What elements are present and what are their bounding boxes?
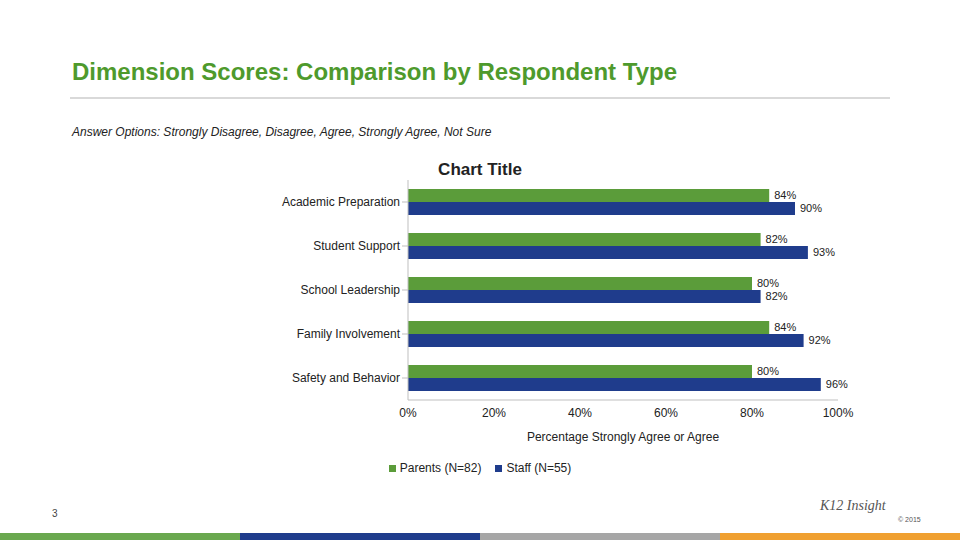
svg-text:100%: 100% bbox=[823, 406, 854, 420]
svg-text:80%: 80% bbox=[757, 277, 779, 289]
html-text:Dimension Scores: Comparison b: Dimension Scores: Comparison by Responde… bbox=[72, 58, 677, 85]
svg-text:Safety and Behavior: Safety and Behavior bbox=[292, 371, 400, 385]
svg-text:82%: 82% bbox=[766, 290, 788, 302]
svg-text:80%: 80% bbox=[740, 406, 764, 420]
svg-text:84%: 84% bbox=[774, 189, 796, 201]
svg-text:96%: 96% bbox=[826, 378, 848, 390]
svg-text:90%: 90% bbox=[800, 202, 822, 214]
html-text:© 2015: © 2015 bbox=[898, 516, 921, 523]
svg-text:82%: 82% bbox=[766, 233, 788, 245]
svg-text:20%: 20% bbox=[482, 406, 506, 420]
svg-text:Family Involvement: Family Involvement bbox=[297, 327, 401, 341]
html-text:3: 3 bbox=[52, 508, 58, 519]
html-text:Staff (N=55): Staff (N=55) bbox=[506, 461, 572, 475]
html-text:Answer Options: Strongly Disag: Answer Options: Strongly Disagree, Disag… bbox=[72, 125, 492, 139]
svg-text:80%: 80% bbox=[757, 365, 779, 377]
svg-text:93%: 93% bbox=[813, 246, 835, 258]
html-text:K12 Insight: K12 Insight bbox=[820, 498, 886, 513]
svg-text:60%: 60% bbox=[654, 406, 678, 420]
svg-text:Student Support: Student Support bbox=[313, 239, 400, 253]
html-text:Parents (N=82): Parents (N=82) bbox=[399, 461, 482, 475]
svg-text:40%: 40% bbox=[568, 406, 592, 420]
svg-text:0%: 0% bbox=[399, 406, 417, 420]
svg-text:School Leadership: School Leadership bbox=[301, 283, 401, 297]
svg-text:Academic Preparation: Academic Preparation bbox=[282, 195, 400, 209]
svg-text:92%: 92% bbox=[809, 334, 831, 346]
html-text:Chart Title: Chart Title bbox=[438, 160, 522, 179]
svg-text:84%: 84% bbox=[774, 321, 796, 333]
svg-text:Percentage Strongly Agree or A: Percentage Strongly Agree or Agree bbox=[527, 430, 719, 444]
